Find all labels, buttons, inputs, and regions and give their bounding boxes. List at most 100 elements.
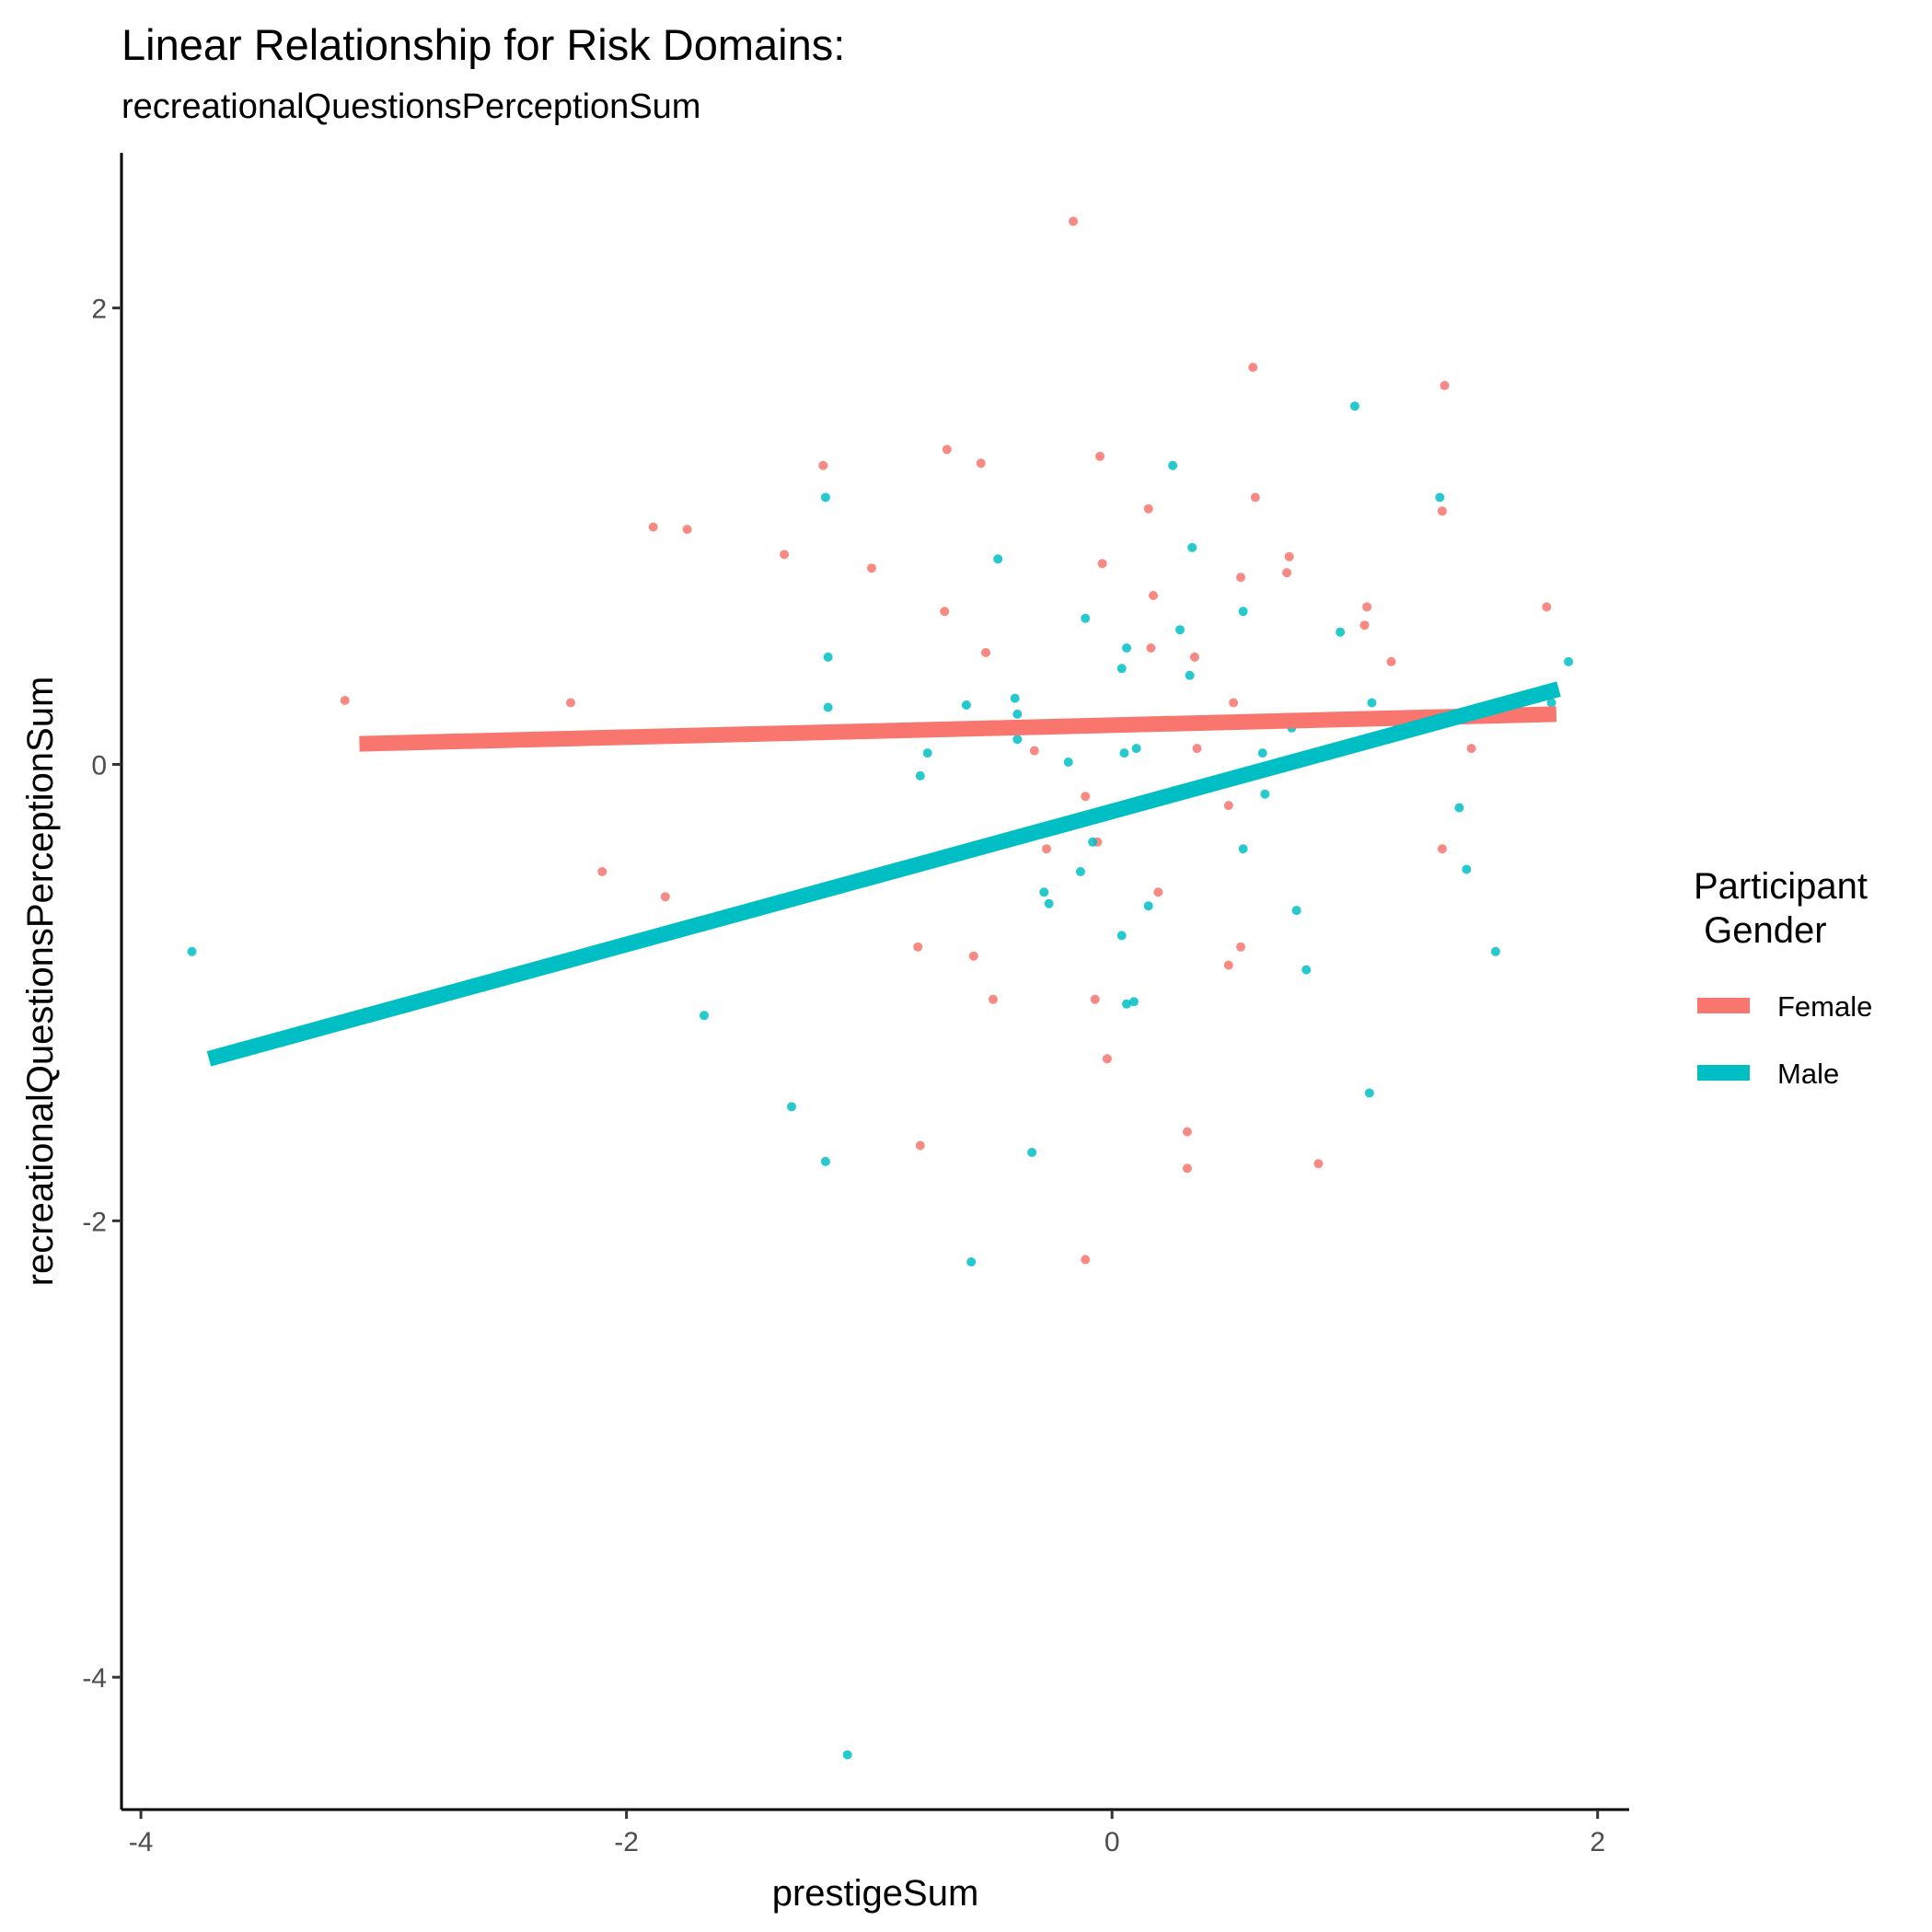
female-point: [976, 458, 986, 469]
y-tick-label: -2: [82, 1207, 107, 1237]
female-point: [981, 648, 990, 657]
female-point: [1236, 942, 1245, 952]
y-axis-ticks: -4 -2 0 2: [82, 295, 121, 1694]
female-point: [968, 951, 978, 961]
male-point: [1039, 887, 1049, 897]
female-point: [1095, 451, 1105, 461]
male-point: [1075, 867, 1085, 876]
male-point: [1012, 735, 1023, 745]
legend-label-female: Female: [1777, 990, 1872, 1023]
male-point: [1435, 492, 1445, 503]
female-point: [1102, 1054, 1112, 1064]
female-point: [1284, 551, 1294, 561]
male-point: [1122, 643, 1131, 653]
male-point: [1131, 744, 1141, 754]
female-point: [1313, 1159, 1324, 1169]
chart-subtitle: recreationalQuestionsPerceptionSum: [121, 87, 700, 126]
female-point: [1248, 363, 1258, 373]
male-point: [1564, 656, 1574, 666]
male-fit-line: [206, 681, 1561, 1067]
male-point: [1238, 607, 1248, 617]
female-point: [1081, 1255, 1091, 1265]
male-point: [915, 770, 925, 781]
female-fit-line: [359, 706, 1557, 752]
x-tick-label: -4: [129, 1827, 154, 1857]
female-point: [1042, 844, 1051, 854]
male-point: [787, 1102, 796, 1112]
legend-key-female: [1697, 998, 1750, 1013]
female-point: [340, 696, 350, 705]
plot-area: [187, 216, 1574, 1760]
male-point: [1168, 460, 1178, 470]
male-point: [1546, 698, 1556, 708]
female-point: [1149, 591, 1158, 600]
points-layer: [187, 216, 1574, 1760]
x-axis-ticks: -4 -2 0 2: [129, 1810, 1605, 1857]
y-axis-title: recreationalQuestionsPerceptionSum: [20, 677, 61, 1287]
female-point: [660, 892, 670, 902]
male-point: [1349, 401, 1359, 411]
female-point: [1440, 380, 1450, 390]
female-point: [1282, 568, 1292, 578]
male-point: [1490, 946, 1500, 956]
female-point: [867, 563, 876, 573]
male-point: [922, 748, 932, 758]
male-point: [966, 1257, 977, 1267]
female-point: [1090, 994, 1100, 1004]
male-point: [1187, 542, 1197, 552]
male-point: [1143, 901, 1153, 911]
male-point: [1367, 698, 1377, 708]
male-point: [1454, 803, 1464, 813]
male-point: [1116, 931, 1127, 941]
female-point: [1029, 746, 1039, 756]
female-point: [942, 445, 952, 455]
female-point: [1097, 559, 1107, 569]
female-point: [988, 994, 998, 1004]
male-point: [1122, 999, 1131, 1009]
female-point: [1236, 573, 1245, 583]
x-tick-label: 0: [1105, 1827, 1120, 1857]
legend-title-line-1: Participant: [1694, 866, 1868, 907]
x-axis-title: prestigeSum: [772, 1873, 979, 1914]
female-point: [1069, 216, 1078, 226]
female-point: [597, 867, 607, 876]
male-point: [1010, 693, 1020, 703]
chart-title: Linear Relationship for Risk Domains:: [121, 20, 845, 69]
female-point: [1182, 1163, 1192, 1174]
male-point: [1012, 709, 1023, 719]
x-tick-label: -2: [614, 1827, 639, 1857]
female-point: [682, 525, 692, 535]
female-point: [1081, 792, 1091, 802]
male-point: [820, 1156, 830, 1166]
female-point: [1146, 643, 1156, 653]
female-point: [1229, 698, 1239, 708]
legend-key-male: [1697, 1065, 1750, 1081]
female-point: [1542, 602, 1552, 612]
y-tick-label: 0: [91, 750, 107, 781]
legend-title-line-2: Gender: [1694, 910, 1827, 951]
male-point: [961, 700, 971, 710]
female-point: [648, 522, 658, 532]
male-point: [1238, 844, 1248, 854]
female-point: [780, 550, 790, 560]
female-point: [1192, 744, 1202, 754]
male-point: [1260, 789, 1270, 799]
male-point: [1462, 864, 1472, 874]
fit-lines-layer: [206, 681, 1561, 1067]
x-tick-label: 2: [1590, 1827, 1605, 1857]
male-point: [993, 554, 1003, 564]
female-point: [915, 1140, 925, 1151]
male-point: [1185, 670, 1195, 680]
male-point: [1027, 1148, 1037, 1157]
female-point: [818, 460, 828, 470]
male-point: [1063, 758, 1073, 767]
female-point: [1386, 656, 1396, 666]
female-point: [940, 607, 950, 617]
female-point: [1182, 1127, 1192, 1137]
male-point: [1128, 997, 1139, 1007]
female-point: [1362, 602, 1372, 612]
female-point: [1223, 960, 1233, 970]
female-point: [1437, 506, 1447, 516]
legend: Participant Gender Female Male: [1694, 866, 1872, 1090]
